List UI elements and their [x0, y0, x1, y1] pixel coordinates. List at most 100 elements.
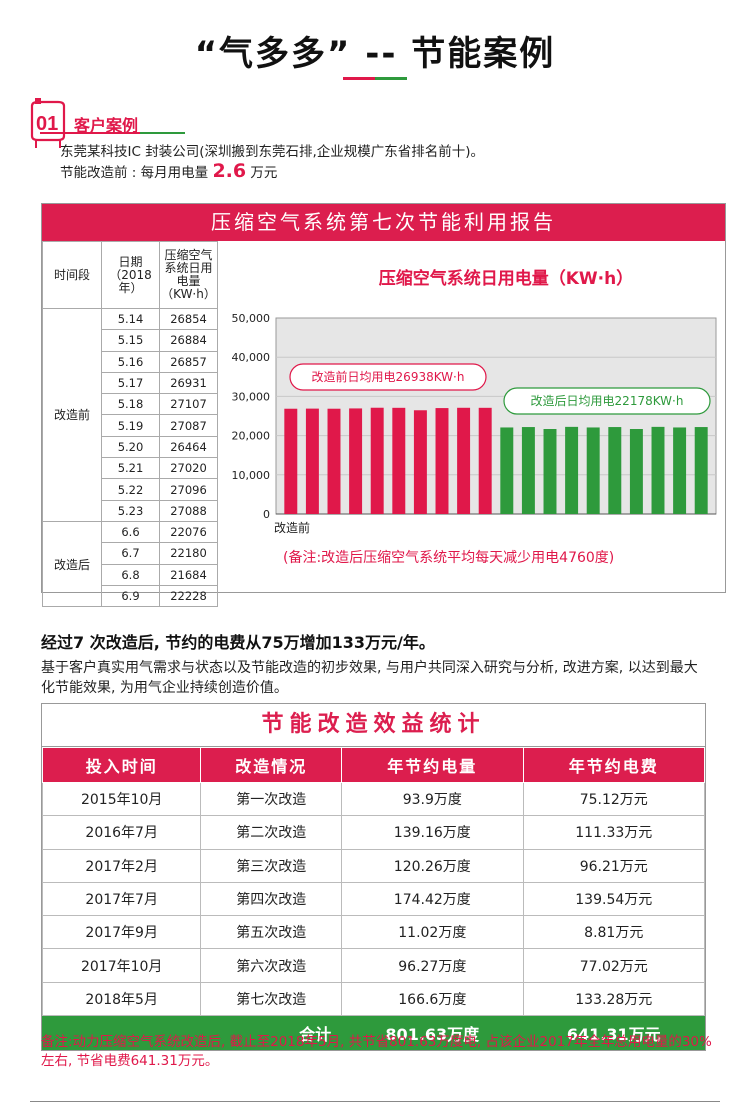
date-cell: 5.20: [101, 435, 160, 459]
usage-cell: 26931: [159, 371, 218, 395]
period-label: 改造后: [42, 520, 102, 608]
stats-cell: 2015年10月: [41, 781, 202, 817]
header-period: 时间段: [42, 241, 102, 309]
section-number: 01: [36, 113, 58, 135]
title-underline: [343, 77, 407, 80]
savings-headline: 经过7 次改造后, 节约的电费从75万增加133万元/年。: [41, 633, 435, 652]
date-cell: 6.7: [101, 542, 160, 565]
bar-after: [629, 428, 643, 514]
bar-after: [651, 426, 665, 514]
stats-cell: 2016年7月: [41, 815, 202, 850]
date-cell: 6.8: [101, 563, 160, 586]
legend-before: 改造前日均用电26938KW·h: [312, 369, 465, 384]
stats-cell: 174.42万度: [341, 881, 524, 917]
header-date: 日期（2018年）: [101, 241, 160, 309]
page-title: “气多多” -- 节能案例: [194, 34, 556, 74]
report-title: 压缩空气系统第七次节能利用报告: [42, 204, 725, 241]
date-cell: 5.14: [101, 307, 160, 331]
bar-before: [435, 408, 449, 514]
stats-cell: 96.27万度: [341, 948, 524, 983]
stats-cell: 93.9万度: [341, 781, 524, 817]
stats-cell: 第一次改造: [200, 781, 343, 817]
x-axis-label: 改造前: [274, 520, 310, 535]
table-row: 6.7 22180: [43, 542, 218, 565]
stats-cell: 第五次改造: [200, 915, 343, 950]
bar-before: [478, 407, 492, 514]
table-row: 5.16 26857: [43, 350, 218, 373]
total-cost: 641.31万元: [522, 1015, 706, 1051]
period-label: 改造前: [42, 308, 102, 522]
usage-cell: 26857: [159, 350, 218, 373]
stats-table: 投入时间 改造情况 年节约电量 年节约电费 2015年10月 第一次改造 93.9万度 75…: [41, 747, 706, 1051]
bar-before: [284, 408, 298, 514]
stats-cell: 第二次改造: [200, 815, 343, 850]
usage-cell: 27107: [159, 393, 218, 416]
y-tick-label: 50,000: [232, 312, 271, 325]
chart-title: 压缩空气系统日用电量（KW·h）: [379, 268, 634, 289]
table-row: 5.22 27096: [43, 478, 218, 501]
stats-total-row: 合计 801.63万度 641.31万元: [41, 1015, 706, 1051]
date-cell: 5.19: [101, 414, 160, 437]
bar-before: [392, 407, 406, 514]
stats-row: 2018年5月 第七次改造 166.6万度 133.28万元: [41, 981, 706, 1017]
usage-suffix: 万元: [250, 165, 278, 181]
bar-after: [565, 426, 579, 514]
y-tick-label: 10,000: [232, 469, 271, 482]
date-cell: 5.17: [101, 371, 160, 395]
stats-row: 2017年2月 第三次改造 120.26万度 96.21万元: [41, 848, 706, 883]
stats-cell: 2017年7月: [41, 881, 202, 917]
stats-cell: 2017年2月: [41, 848, 202, 883]
date-cell: 5.18: [101, 393, 160, 416]
footnote: 备注:动力压缩空气系统改造后, 截止至2018年5月, 共节省801.63万度电…: [41, 1034, 712, 1069]
stats-row: 2015年10月 第一次改造 93.9万度 75.12万元: [41, 781, 706, 817]
plot-area: [275, 317, 717, 515]
stats-cell: 2017年9月: [41, 915, 202, 950]
stats-cell: 75.12万元: [522, 781, 706, 817]
stats-cell: 77.02万元: [522, 948, 706, 983]
bar-after: [586, 427, 600, 514]
stats-header-cell: 改造情况: [200, 747, 343, 783]
date-cell: 6.9: [101, 584, 160, 608]
usage-cell: 21684: [159, 563, 218, 586]
bar-after: [543, 428, 557, 514]
date-cell: 5.22: [101, 478, 160, 501]
stats-cell: 96.21万元: [522, 848, 706, 883]
stats-row: 2017年9月 第五次改造 11.02万度 8.81万元: [41, 915, 706, 950]
table-row: 5.18 27107: [43, 393, 218, 416]
stats-header-cell: 年节约电量: [341, 747, 524, 783]
bar-after: [694, 427, 708, 514]
legend-after: 改造后日均用电22178KW·h: [531, 394, 684, 408]
bar-after: [608, 427, 622, 514]
bar-before: [305, 408, 319, 514]
bar-before: [457, 407, 471, 514]
table-row: 改造前 5.14 26854: [42, 307, 218, 522]
stats-table-box: 节能改造效益统计 投入时间 改造情况 年节约电量 年节约电费 2015年10月 第一次改…: [41, 703, 706, 1052]
stats-title: 节能改造效益统计: [42, 704, 705, 747]
usage-chart: 压缩空气系统日用电量（KW·h） 0 10,000 20,000 30,000 40,00…: [216, 240, 726, 544]
stats-cell: 第三次改造: [200, 848, 343, 883]
date-cell: 5.21: [101, 457, 160, 480]
usage-cell: 22180: [159, 542, 218, 565]
bar-after: [521, 427, 535, 514]
usage-table-header: 时间段 日期（2018年） 压缩空气系统日用电量（KW·h）: [42, 241, 218, 309]
tank-icon: 01: [30, 98, 66, 148]
table-row: 6.8 21684: [43, 563, 218, 586]
table-row: 改造后 6.6 22076: [42, 520, 218, 608]
usage-cell: 27087: [159, 414, 218, 437]
report-note: (备注:改造后压缩空气系统平均每天减少用电4760度): [283, 550, 615, 566]
customer-usage: 节能改造前 : 每月用电量 2.6 万元: [60, 160, 277, 182]
chart-svg: 压缩空气系统日用电量（KW·h） 0 10,000 20,000 30,000 40,00…: [232, 268, 717, 535]
usage-value: 2.6: [212, 160, 247, 182]
stats-row: 2016年7月 第二次改造 139.16万度 111.33万元: [41, 815, 706, 850]
bar-before: [370, 407, 384, 514]
stats-cell: 139.16万度: [341, 815, 524, 850]
section-label: 客户案例: [74, 116, 139, 135]
stats-cell: 2018年5月: [41, 981, 202, 1017]
table-row: 6.9 22228: [43, 584, 218, 608]
stats-cell: 8.81万元: [522, 915, 706, 950]
stats-row: 2017年7月 第四次改造 174.42万度 139.54万元: [41, 881, 706, 917]
bar-after: [500, 427, 514, 514]
usage-table: 时间段 日期（2018年） 压缩空气系统日用电量（KW·h） 改造前 5.14 26854…: [42, 241, 218, 608]
usage-cell: 26884: [159, 329, 218, 352]
stats-cell: 166.6万度: [341, 981, 524, 1017]
